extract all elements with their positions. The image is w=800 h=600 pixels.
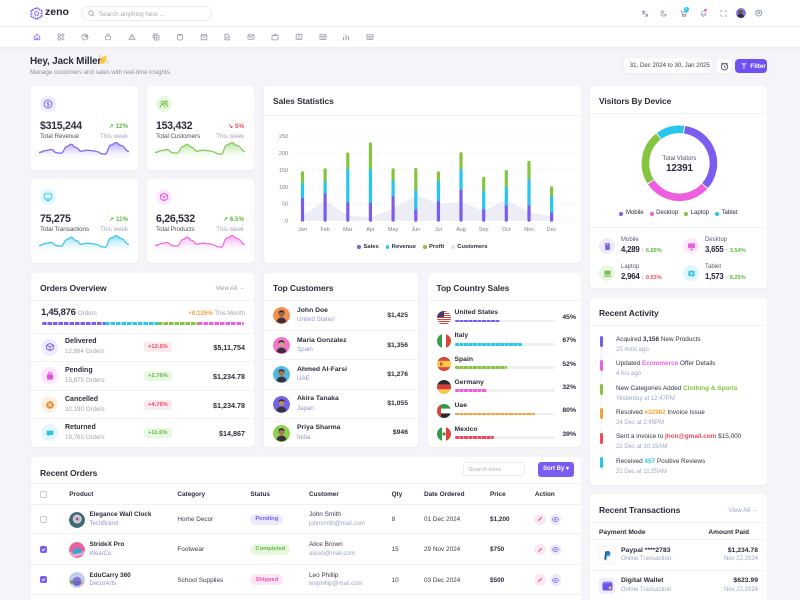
svg-text:Total Visitors: Total Visitors xyxy=(662,156,696,162)
svg-text:100: 100 xyxy=(279,185,288,191)
svg-text:Mar: Mar xyxy=(343,227,352,233)
svg-text:Apr: Apr xyxy=(366,227,375,233)
svg-text:0: 0 xyxy=(285,219,288,225)
svg-text:May: May xyxy=(388,227,398,233)
svg-text:Jan: Jan xyxy=(298,227,307,233)
svg-text:Oct: Oct xyxy=(502,227,511,233)
svg-text:Jun: Jun xyxy=(411,227,420,233)
svg-text:12391: 12391 xyxy=(666,163,693,174)
svg-text:Dec: Dec xyxy=(547,227,557,233)
svg-text:200: 200 xyxy=(279,151,288,157)
svg-text:250: 250 xyxy=(279,134,288,140)
svg-text:Nov: Nov xyxy=(524,227,534,233)
svg-text:Feb: Feb xyxy=(320,227,329,233)
svg-text:150: 150 xyxy=(279,168,288,174)
svg-text:Aug: Aug xyxy=(456,227,466,233)
svg-text:$: $ xyxy=(46,102,49,108)
svg-text:Sep: Sep xyxy=(479,227,489,233)
svg-text:50: 50 xyxy=(282,202,288,208)
svg-text:Jul: Jul xyxy=(435,227,442,233)
